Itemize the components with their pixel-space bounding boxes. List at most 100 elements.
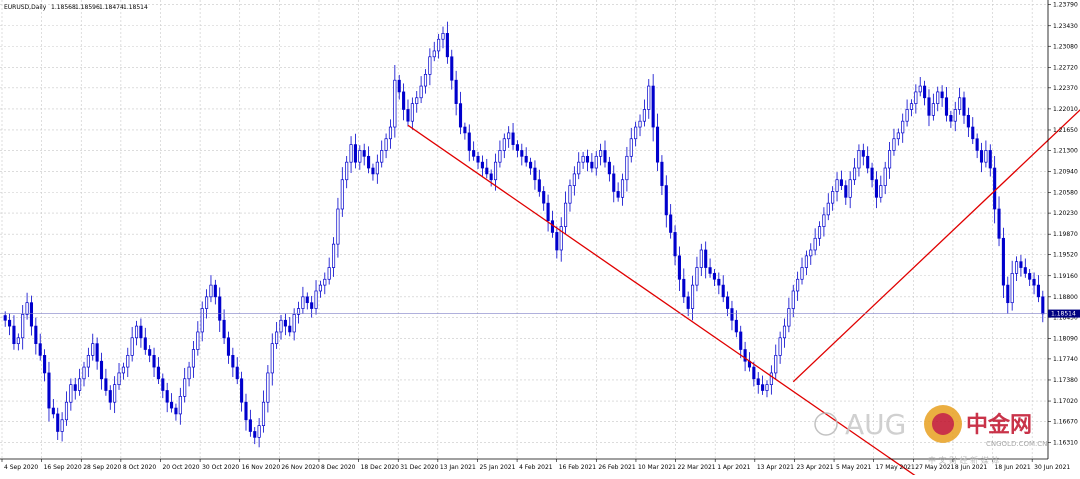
watermark-domain: CNGOLD.COM.CN (986, 440, 1047, 448)
candle-body (831, 191, 835, 204)
candle-body (879, 185, 883, 198)
candle-body (86, 355, 90, 368)
candle-body (769, 372, 773, 385)
candle-body (104, 378, 108, 391)
candle-body (25, 302, 29, 315)
candle-body (47, 372, 51, 409)
candle-body (1019, 261, 1023, 268)
candle-body (419, 85, 423, 99)
candle-body (673, 232, 677, 257)
trend-line[interactable] (792, 0, 1080, 383)
candle-body (1001, 237, 1005, 286)
candle-body (113, 384, 117, 403)
candle-body (69, 384, 73, 403)
candle-body (966, 114, 970, 128)
candle-body (778, 337, 782, 356)
candle-body (8, 319, 12, 327)
candle-body (756, 378, 760, 385)
candle-body (485, 167, 489, 175)
candle-body (406, 109, 410, 122)
candle-body (222, 319, 226, 339)
candle-body (358, 150, 362, 163)
candle-body (809, 249, 813, 257)
candle-body (367, 155, 371, 169)
candle-body (257, 425, 261, 438)
y-tick-label: 1.18450 (1053, 314, 1078, 321)
candle-body (275, 331, 279, 345)
candle-body (314, 290, 318, 309)
candle-body (944, 97, 949, 116)
candle-body (901, 120, 905, 134)
candle-body (581, 155, 585, 163)
candle-body (874, 179, 878, 198)
candle-body (51, 407, 55, 415)
candle-body (555, 232, 559, 251)
candle-body (752, 366, 756, 380)
candle-body (717, 278, 721, 286)
y-tick-label: 1.19160 (1053, 273, 1078, 280)
x-tick-label: 26 Feb 2021 (598, 464, 636, 471)
x-tick-label: 28 Sep 2020 (83, 464, 121, 471)
candle-body (787, 308, 791, 327)
y-tick-label: 1.19870 (1053, 231, 1078, 238)
candle-body (997, 208, 1001, 239)
x-tick-label: 18 Jun 2021 (995, 464, 1031, 471)
candle-body (590, 161, 594, 169)
candle-body (130, 337, 134, 356)
chart-header: EURUSD,Daily 1.18568 1.18596 1.18474 1.1… (4, 4, 148, 11)
candle-body (187, 366, 191, 380)
candle-body (774, 355, 778, 374)
trend-line[interactable] (407, 124, 938, 479)
x-tick-label: 5 May 2021 (836, 464, 871, 471)
candle-body (1032, 278, 1036, 286)
candle-body (213, 284, 217, 298)
x-tick-label: 17 May 2021 (876, 464, 915, 471)
candle-body (161, 378, 165, 391)
candle-body (323, 278, 327, 286)
candle-body (450, 56, 454, 81)
candle-body (599, 150, 603, 157)
candle-body (577, 161, 581, 175)
x-tick-label: 4 Feb 2021 (519, 464, 553, 471)
candle-body (73, 384, 77, 391)
candle-body (572, 173, 576, 186)
candle-body (971, 126, 975, 140)
candle-body (99, 360, 104, 380)
candle-body (734, 319, 738, 333)
candle-body (1041, 296, 1045, 315)
candle-body (183, 378, 187, 397)
candle-body (927, 97, 931, 116)
candle-body (174, 407, 178, 415)
candle-body (804, 255, 808, 268)
candle-body (585, 155, 590, 163)
candle-body (191, 349, 195, 368)
candle-body (918, 85, 922, 93)
candle-body (949, 114, 953, 122)
wechat-icon (814, 412, 838, 436)
candle-body (345, 161, 349, 181)
x-tick-label: 4 Sep 2020 (4, 464, 38, 471)
candle-body (428, 56, 432, 75)
candle-body (56, 413, 60, 432)
candle-body (940, 91, 944, 99)
candle-body (607, 161, 611, 175)
x-tick-label: 1 Apr 2021 (717, 464, 750, 471)
candle-body (60, 419, 64, 432)
y-tick-label: 1.18800 (1053, 294, 1078, 301)
candle-body (905, 109, 909, 122)
y-tick-label: 1.21300 (1053, 147, 1078, 154)
current-price-box (1048, 309, 1080, 318)
candle-body (507, 132, 511, 140)
candle-body (502, 138, 506, 151)
candle-body (305, 296, 309, 304)
candle-body (844, 185, 848, 198)
candle-body (669, 214, 673, 233)
candle-body (559, 226, 563, 251)
candle-body (226, 337, 231, 356)
candle-body (993, 167, 997, 210)
candle-body (43, 355, 47, 374)
candle-body (332, 243, 336, 268)
x-tick-label: 13 Apr 2021 (757, 464, 794, 471)
